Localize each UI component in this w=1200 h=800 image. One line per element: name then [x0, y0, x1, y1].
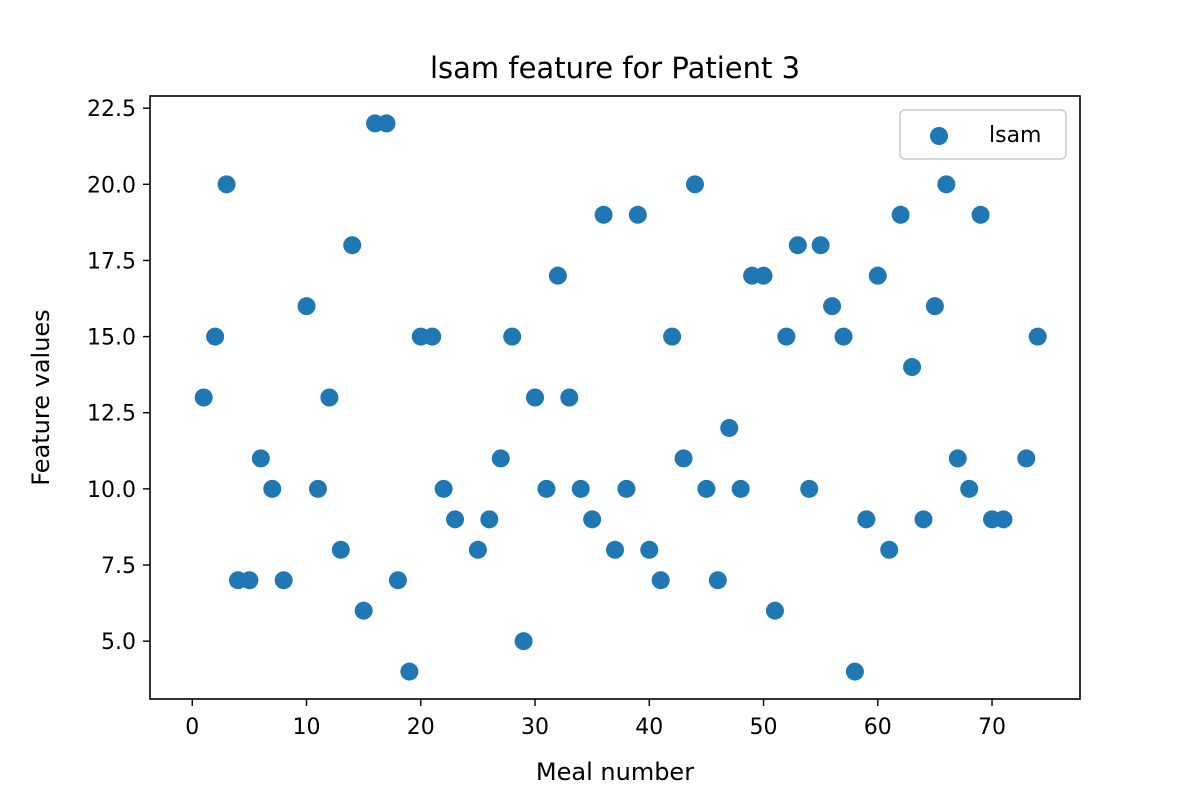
legend-marker — [930, 127, 948, 145]
y-axis: 5.0 7.5 10.0 12.5 15.0 17.5 20.0 22.5 — [87, 97, 150, 655]
data-point — [914, 510, 933, 529]
y-tick-label: 12.5 — [87, 402, 136, 427]
legend-label: lsam — [989, 123, 1042, 148]
x-tick-label: 30 — [521, 715, 549, 740]
data-point — [503, 327, 522, 346]
data-point — [823, 297, 842, 316]
y-tick-label: 5.0 — [101, 630, 136, 655]
x-tick-label: 70 — [978, 715, 1006, 740]
data-point — [251, 449, 270, 468]
data-point — [868, 266, 887, 285]
data-point — [423, 327, 442, 346]
data-point — [903, 358, 922, 377]
x-axis: 0 10 20 30 40 50 60 70 — [185, 699, 1006, 740]
data-point — [845, 662, 864, 681]
data-point — [674, 449, 693, 468]
plot-frame — [149, 95, 1081, 700]
data-point — [354, 601, 373, 620]
legend-box — [899, 109, 1067, 160]
legend: lsam — [899, 109, 1067, 160]
data-point — [628, 205, 647, 224]
data-point — [754, 266, 773, 285]
y-tick-label: 15.0 — [87, 326, 136, 351]
x-tick-label: 60 — [864, 715, 892, 740]
data-point — [651, 571, 670, 590]
data-point — [731, 479, 750, 498]
x-tick-label: 10 — [293, 715, 321, 740]
data-point — [297, 297, 316, 316]
data-point — [468, 540, 487, 559]
data-point — [777, 327, 796, 346]
data-point — [514, 632, 533, 651]
data-point — [217, 175, 236, 194]
data-point — [948, 449, 967, 468]
data-point — [240, 571, 259, 590]
data-point — [640, 540, 659, 559]
data-point — [320, 388, 339, 407]
data-point — [708, 571, 727, 590]
data-point — [446, 510, 465, 529]
data-point — [971, 205, 990, 224]
data-point — [388, 571, 407, 590]
data-point — [194, 388, 213, 407]
x-tick-label: 0 — [185, 715, 199, 740]
x-tick-label: 50 — [750, 715, 778, 740]
data-point — [594, 205, 613, 224]
plot-background — [150, 96, 1080, 699]
data-point — [1028, 327, 1047, 346]
data-point — [720, 418, 739, 437]
x-tick-label: 20 — [407, 715, 435, 740]
data-point — [994, 510, 1013, 529]
data-point — [606, 540, 624, 559]
data-point — [560, 388, 579, 407]
data-point — [274, 571, 293, 590]
data-point — [925, 297, 944, 316]
data-point — [434, 479, 453, 498]
y-axis-label: Feature values — [27, 309, 55, 485]
data-point — [263, 479, 282, 498]
y-tick-label: 20.0 — [87, 173, 136, 198]
data-point — [811, 236, 830, 255]
data-point — [526, 388, 545, 407]
data-point — [343, 236, 362, 255]
data-point — [537, 479, 556, 498]
data-point — [331, 540, 350, 559]
data-point — [548, 266, 567, 285]
chart-title: lsam feature for Patient 3 — [430, 51, 800, 85]
data-point — [480, 510, 499, 529]
data-point — [308, 479, 327, 498]
data-point — [617, 479, 636, 498]
scatter-points — [194, 114, 1047, 681]
data-point — [937, 175, 956, 194]
data-point — [891, 205, 910, 224]
data-point — [206, 327, 225, 346]
y-tick-label: 22.5 — [87, 97, 136, 122]
x-axis-label: Meal number — [536, 758, 694, 786]
data-point — [880, 540, 899, 559]
y-tick-label: 7.5 — [101, 554, 136, 579]
data-point — [697, 479, 716, 498]
data-point — [834, 327, 853, 346]
plot-area — [150, 96, 1080, 699]
y-tick-label: 10.0 — [87, 478, 136, 503]
y-tick-label: 17.5 — [87, 249, 136, 274]
data-point — [857, 510, 876, 529]
data-point — [685, 175, 704, 194]
data-point — [377, 114, 396, 133]
data-point — [400, 662, 419, 681]
data-point — [800, 479, 819, 498]
x-tick-label: 40 — [635, 715, 663, 740]
data-point — [1017, 449, 1036, 468]
data-point — [788, 236, 807, 255]
data-point — [491, 449, 510, 468]
data-point — [663, 327, 682, 346]
data-point — [765, 601, 784, 620]
data-point — [960, 479, 979, 498]
data-point — [583, 510, 602, 529]
data-point — [571, 479, 590, 498]
